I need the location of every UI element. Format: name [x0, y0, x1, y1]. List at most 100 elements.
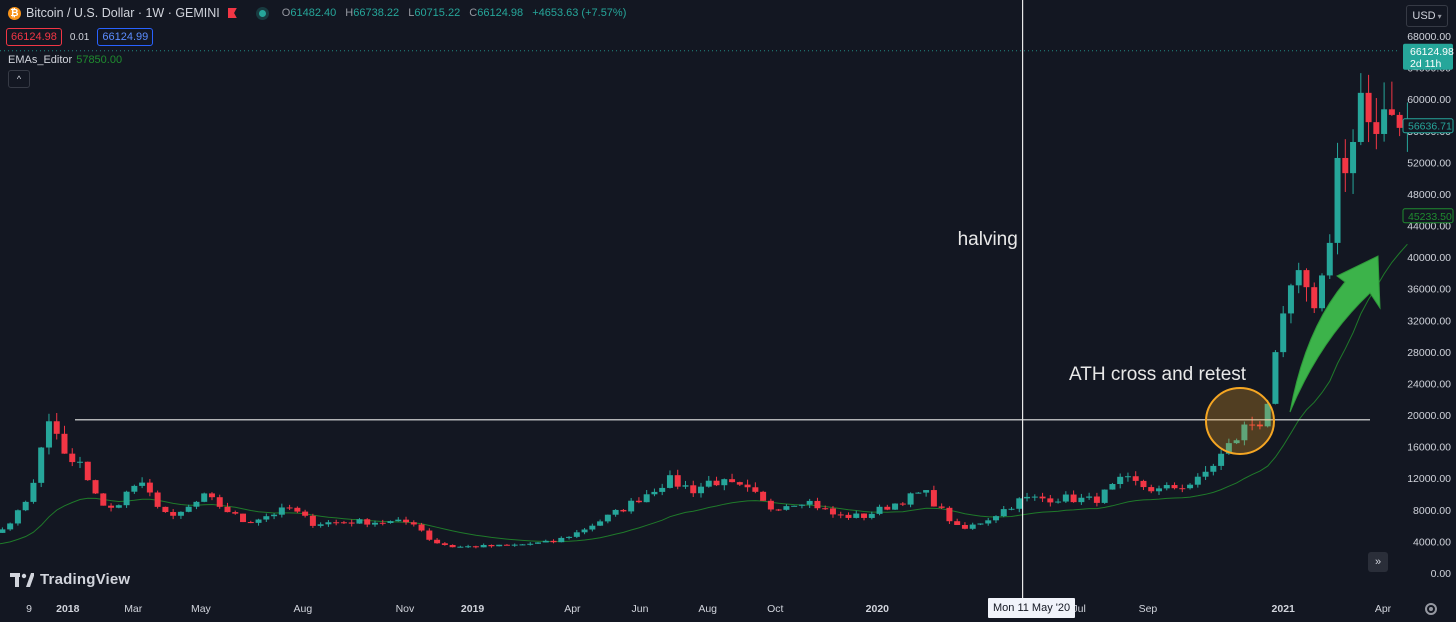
candle-body: [892, 503, 899, 510]
price-tag: [1402, 208, 1454, 224]
candle-body: [53, 421, 60, 434]
x-tick-label: Mar: [124, 603, 143, 615]
candle-body: [519, 544, 526, 546]
candle-body: [705, 480, 712, 487]
candle-body: [666, 475, 673, 488]
gear-icon[interactable]: [1425, 603, 1437, 615]
candle-body: [1039, 496, 1046, 499]
tradingview-logo-icon: [10, 572, 34, 587]
symbol-title[interactable]: Bitcoin / U.S. Dollar · 1W · GEMINI: [26, 6, 220, 20]
candle-body: [38, 447, 45, 483]
candle-body: [969, 524, 976, 529]
ohlc-high-value: 66738.22: [353, 7, 400, 19]
candle-body: [216, 497, 223, 507]
candle-body: [201, 493, 208, 502]
candle-body: [1264, 403, 1271, 427]
candle-body: [1295, 270, 1302, 286]
ohlc-close-label: C: [469, 7, 478, 19]
candle-body: [511, 544, 518, 546]
candle-body: [61, 433, 68, 454]
candle-body: [1070, 494, 1077, 503]
candle-body: [1202, 471, 1209, 477]
buy-price-button[interactable]: 66124.99: [97, 28, 154, 46]
x-tick-label: Aug: [698, 603, 717, 615]
candle-body: [131, 485, 138, 492]
x-tick-label: 2020: [866, 603, 890, 615]
candle-body: [1047, 498, 1054, 503]
ath-annotation: ATH cross and retest: [1069, 364, 1247, 385]
x-tick-label: 2019: [461, 603, 485, 615]
scroll-to-realtime-button[interactable]: »: [1368, 552, 1388, 572]
candle-body: [938, 506, 945, 508]
candle-body: [123, 491, 130, 506]
candle-body: [899, 503, 906, 505]
candle-body: [767, 500, 774, 510]
x-tick-label: Sep: [1139, 603, 1158, 615]
candle-body: [1342, 157, 1349, 174]
candle-body: [628, 500, 635, 512]
candle-body: [573, 532, 580, 537]
indicator-legend[interactable]: EMAs_Editor 57850.00: [8, 54, 122, 66]
candle-body: [77, 461, 84, 463]
candle-body: [488, 544, 495, 547]
candle-body: [876, 506, 883, 514]
candle-body: [208, 493, 215, 498]
price-tag-label: 45233.50: [1408, 211, 1452, 223]
ohlc-close-value: 66124.98: [477, 7, 524, 19]
candle-body: [1373, 122, 1380, 134]
candle-body: [379, 522, 386, 524]
candle-body: [1078, 497, 1085, 503]
flag-icon[interactable]: [227, 8, 237, 18]
candle-body: [232, 512, 239, 514]
candle-body: [930, 490, 937, 507]
candle-body: [240, 513, 247, 523]
candle-body: [1287, 285, 1294, 314]
y-tick-label: 48000.00: [1407, 189, 1451, 201]
candle-body: [480, 544, 487, 548]
retest-circle: [1205, 387, 1275, 455]
candle-body: [185, 506, 192, 512]
candle-body: [154, 492, 161, 507]
currency-selector[interactable]: USD ▾: [1406, 5, 1448, 27]
candle-body: [286, 507, 293, 509]
y-tick-label: 4000.00: [1413, 536, 1451, 548]
indicator-name: EMAs_Editor: [8, 54, 73, 66]
candle-body: [69, 453, 76, 463]
candle-body: [542, 540, 549, 543]
candle-body: [744, 484, 751, 488]
chevron-up-icon: ^: [16, 74, 22, 84]
tradingview-logo-text: TradingView: [40, 571, 131, 588]
x-tick-label: Aug: [294, 603, 313, 615]
candle-body: [1086, 496, 1093, 498]
ohlc-low-label: L: [408, 7, 415, 19]
candle-body: [410, 522, 417, 525]
currency-label: USD: [1412, 10, 1436, 22]
y-tick-label: 24000.00: [1407, 378, 1451, 390]
candle-body: [371, 522, 378, 525]
candle-body: [954, 521, 961, 525]
collapse-legend-button[interactable]: ^: [8, 70, 30, 88]
candle-body: [1062, 494, 1069, 502]
candle-body: [1016, 498, 1023, 509]
last-price-countdown: 2d 11h: [1410, 58, 1441, 70]
candle-body: [1055, 501, 1062, 503]
candle-body: [1396, 114, 1403, 128]
ema-line: [0, 243, 1408, 545]
candle-body: [635, 500, 642, 503]
candle-body: [340, 522, 347, 524]
y-tick-label: 32000.00: [1407, 315, 1451, 327]
candle-body: [146, 482, 153, 493]
candle-body: [760, 491, 767, 501]
candle-body: [403, 519, 410, 523]
candle-body: [1256, 424, 1263, 427]
candle-body: [961, 524, 968, 529]
ohlc-values: O61482.40 H66738.22 L60715.22 C66124.98 …: [282, 7, 627, 19]
sell-price-button[interactable]: 66124.98: [6, 28, 62, 46]
candle-body: [923, 490, 930, 493]
candle-body: [1148, 487, 1155, 492]
candle-body: [84, 461, 91, 481]
candle-body: [333, 522, 340, 524]
candle-body: [651, 491, 658, 495]
candle-body: [527, 543, 534, 545]
